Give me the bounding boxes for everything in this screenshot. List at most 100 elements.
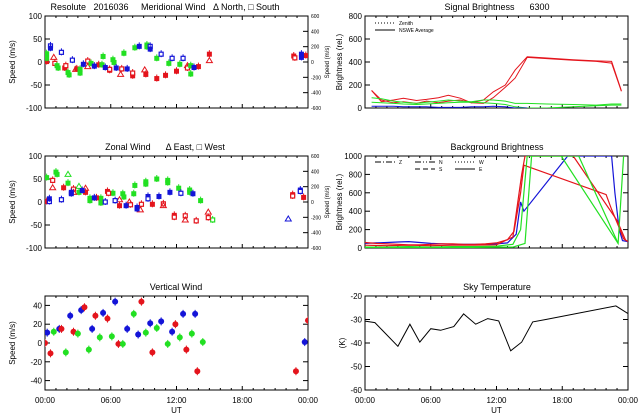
red-series-line — [365, 164, 628, 246]
green-filled-point — [188, 71, 194, 77]
chart-title: Signal Brightness 6300 — [444, 2, 549, 12]
y-tick-label: -100 — [26, 244, 43, 253]
x-tick-label: 18:00 — [552, 396, 573, 405]
red-filled-point — [206, 51, 212, 57]
red-filled-point — [154, 76, 160, 82]
blue-point — [158, 318, 165, 325]
x-tick-label: 00:00 — [355, 396, 376, 405]
legend-label: N — [439, 160, 443, 166]
green-filled-point — [54, 171, 60, 177]
red-filled-point — [174, 68, 179, 74]
green-filled-point — [176, 185, 182, 191]
blue-filled-point — [68, 191, 74, 197]
red-filled-point — [61, 185, 67, 191]
x-axis-label: UT — [491, 406, 502, 415]
plot-area — [365, 305, 628, 352]
green-filled-point — [65, 180, 71, 186]
y-tick-label: 0 — [38, 198, 43, 207]
blue-square-point — [58, 197, 65, 203]
red-point — [45, 340, 48, 346]
blue-point — [112, 298, 119, 305]
x-tick-label: 00:00 — [35, 396, 56, 405]
x-tick-label: 06:00 — [421, 396, 442, 405]
blue-square-point — [178, 190, 184, 196]
blue-filled-point — [147, 46, 153, 52]
red-point — [47, 350, 54, 357]
green-filled-point — [98, 195, 104, 201]
green-filled-point — [110, 190, 116, 196]
blue-point — [45, 329, 51, 336]
green-square-point — [210, 217, 216, 223]
green-point — [74, 330, 81, 337]
blue-filled-point — [156, 193, 162, 199]
y-tick-label: -30 — [350, 316, 362, 325]
y-axis-label: Speed (m/s) — [8, 321, 17, 365]
green-triangle-point — [64, 170, 72, 177]
red-filled-point — [74, 66, 80, 72]
plot-area — [45, 40, 308, 82]
green-point — [176, 334, 183, 341]
red-point — [92, 312, 99, 319]
red-point — [172, 321, 179, 328]
blue-square-point — [69, 57, 75, 63]
right-y-tick-label: 200 — [311, 185, 320, 191]
red-series-line — [371, 56, 622, 104]
green-filled-point — [166, 60, 172, 66]
chart-title: Vertical Wind — [150, 282, 203, 292]
x-tick-label: 18:00 — [232, 396, 253, 405]
green-filled-point — [77, 70, 83, 76]
signal-panel: Signal Brightness 6300 800 600 400 200 0 Brigh… — [335, 2, 629, 113]
y-axis-label: Brightness (rel.) — [335, 173, 344, 230]
green-point — [96, 334, 103, 341]
y-tick-label: 100 — [29, 152, 43, 161]
red-square-point — [171, 214, 177, 220]
blue-filled-point — [102, 65, 108, 71]
blue-filled-point — [136, 43, 142, 49]
green-filled-point — [121, 194, 127, 200]
right-y-tick-label: -400 — [311, 91, 321, 97]
red-square-point — [119, 66, 125, 72]
y-tick-label: 800 — [349, 170, 363, 179]
red-square-point — [205, 215, 211, 221]
y-tick-label: 50 — [33, 35, 42, 44]
plot-area — [365, 156, 628, 248]
blue-filled-point — [124, 66, 130, 72]
y-tick-label: -50 — [30, 81, 42, 90]
y-tick-label: 0 — [38, 339, 43, 348]
green-filled-point — [88, 60, 94, 66]
blue-square-point — [58, 49, 65, 55]
red-point — [58, 325, 65, 332]
blue-triangle-point — [284, 215, 293, 222]
blue-filled-point — [113, 65, 119, 71]
blue-point — [100, 309, 107, 316]
green-filled-point — [111, 59, 117, 65]
red-square-point — [130, 70, 136, 76]
red-filled-point — [143, 71, 149, 77]
legend-label: NSWE Average — [399, 28, 434, 34]
green-point — [62, 349, 69, 356]
blue-series-line — [371, 105, 528, 108]
blue-point — [89, 325, 96, 332]
green-filled-point — [120, 191, 126, 197]
green-filled-point — [144, 44, 150, 50]
red-filled-point — [83, 189, 89, 195]
legend-label: E — [479, 167, 483, 173]
zonal-panel: Zonal Wind Δ East, □ West 100 50 0 -50 -100 Sp… — [8, 142, 331, 253]
plot-area — [45, 297, 308, 376]
plot-area — [371, 56, 622, 108]
red-square-point — [127, 202, 134, 208]
green-point — [108, 333, 115, 340]
legend-label: Zenith — [399, 21, 413, 27]
right-y-tick-label: -200 — [311, 215, 321, 221]
blue-filled-point — [134, 206, 140, 212]
green-point — [50, 328, 57, 335]
y-tick-label: 0 — [38, 58, 43, 67]
y-tick-label: 600 — [349, 189, 363, 198]
chart-title: Zonal Wind Δ East, □ West — [105, 142, 225, 152]
x-tick-label: 12:00 — [486, 396, 507, 405]
blue-point — [301, 339, 308, 346]
red-filled-point — [117, 203, 123, 209]
red-square-point — [107, 66, 113, 72]
y-tick-label: 600 — [349, 35, 363, 44]
blue-filled-point — [91, 63, 97, 69]
